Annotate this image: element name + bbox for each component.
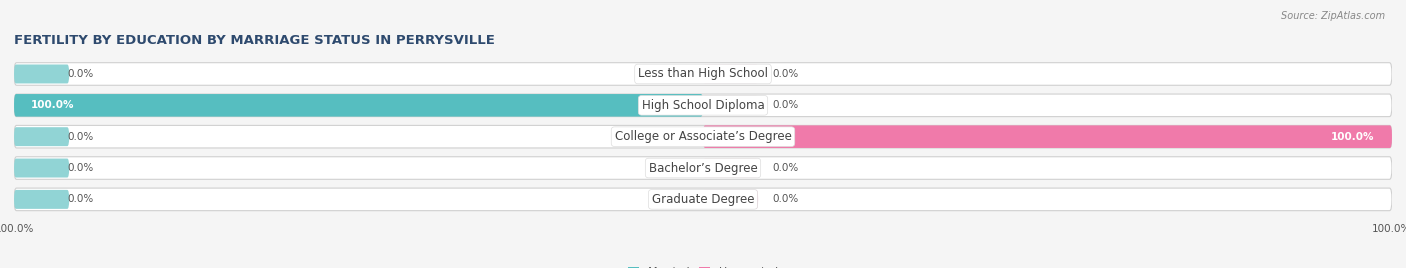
- FancyBboxPatch shape: [14, 65, 69, 83]
- FancyBboxPatch shape: [703, 125, 1392, 148]
- FancyBboxPatch shape: [14, 63, 1392, 85]
- Legend: Married, Unmarried: Married, Unmarried: [627, 267, 779, 268]
- Text: Less than High School: Less than High School: [638, 68, 768, 80]
- Text: 0.0%: 0.0%: [67, 69, 93, 79]
- Text: High School Diploma: High School Diploma: [641, 99, 765, 112]
- Text: FERTILITY BY EDUCATION BY MARRIAGE STATUS IN PERRYSVILLE: FERTILITY BY EDUCATION BY MARRIAGE STATU…: [14, 34, 495, 47]
- Text: 0.0%: 0.0%: [772, 194, 799, 204]
- FancyBboxPatch shape: [14, 159, 69, 177]
- Text: 0.0%: 0.0%: [772, 100, 799, 110]
- Text: 0.0%: 0.0%: [67, 132, 93, 142]
- FancyBboxPatch shape: [14, 157, 1392, 179]
- FancyBboxPatch shape: [703, 96, 758, 115]
- Text: 0.0%: 0.0%: [772, 69, 799, 79]
- Text: 0.0%: 0.0%: [772, 163, 799, 173]
- Text: 100.0%: 100.0%: [31, 100, 75, 110]
- FancyBboxPatch shape: [14, 190, 69, 209]
- FancyBboxPatch shape: [14, 127, 69, 146]
- FancyBboxPatch shape: [703, 190, 758, 209]
- Text: Graduate Degree: Graduate Degree: [652, 193, 754, 206]
- Text: College or Associate’s Degree: College or Associate’s Degree: [614, 130, 792, 143]
- FancyBboxPatch shape: [703, 65, 758, 83]
- Text: 100.0%: 100.0%: [1331, 132, 1375, 142]
- Text: Bachelor’s Degree: Bachelor’s Degree: [648, 162, 758, 174]
- FancyBboxPatch shape: [14, 125, 1392, 148]
- Text: 0.0%: 0.0%: [67, 194, 93, 204]
- FancyBboxPatch shape: [14, 188, 1392, 211]
- FancyBboxPatch shape: [14, 94, 1392, 117]
- Text: Source: ZipAtlas.com: Source: ZipAtlas.com: [1281, 11, 1385, 21]
- FancyBboxPatch shape: [703, 159, 758, 177]
- Text: 0.0%: 0.0%: [67, 163, 93, 173]
- FancyBboxPatch shape: [14, 94, 703, 117]
